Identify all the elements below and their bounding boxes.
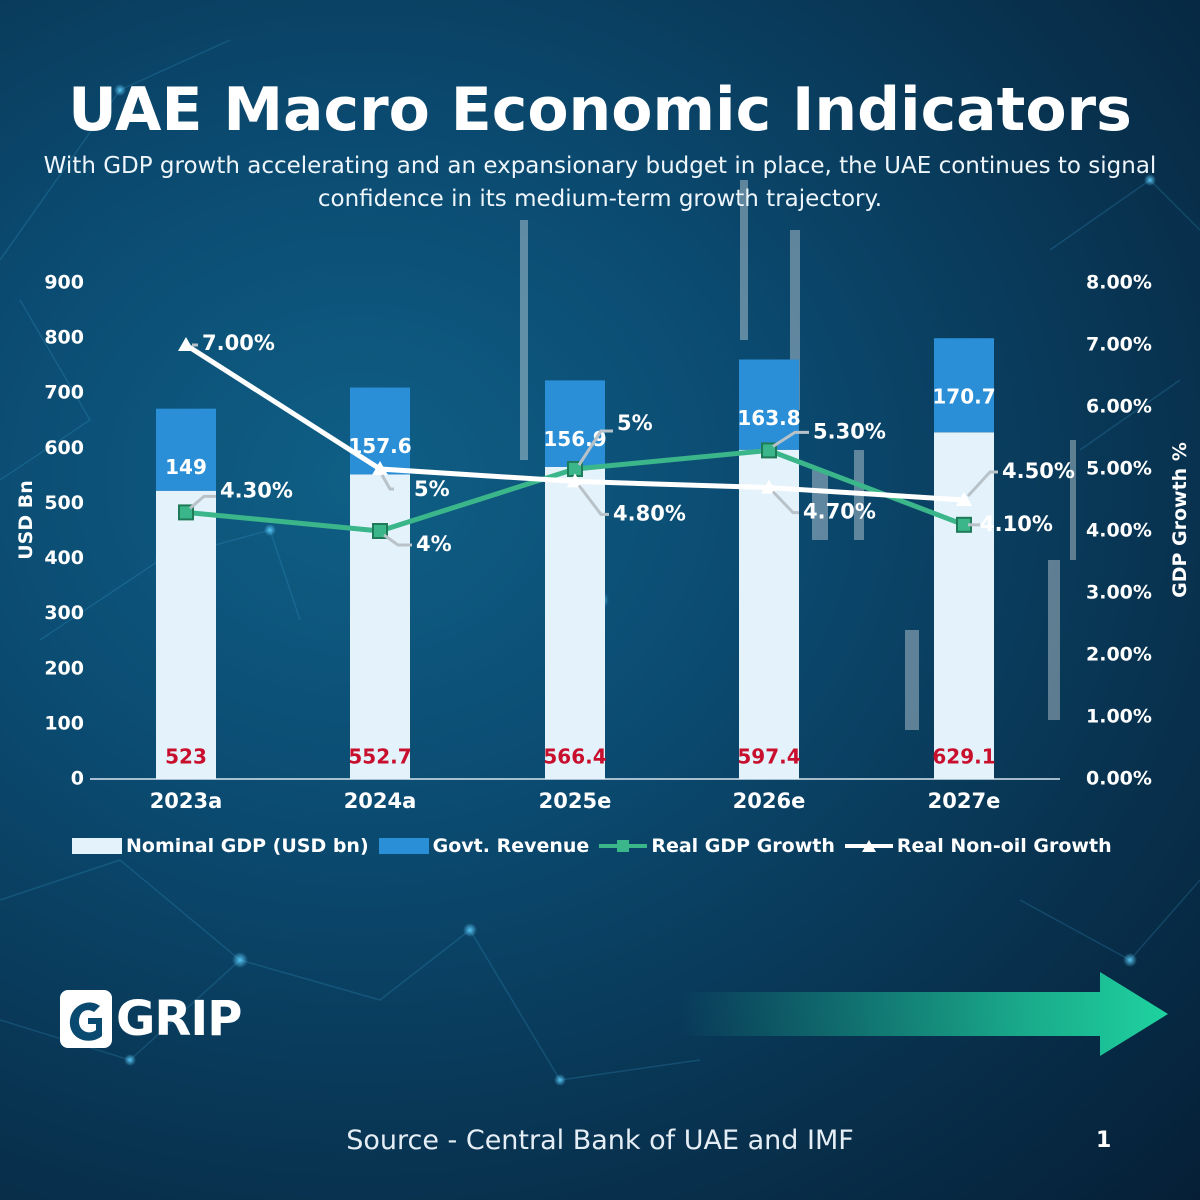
- legend-label-real-nonoil-growth: Real Non-oil Growth: [896, 835, 1112, 857]
- bar-nominal-gdp: [350, 474, 410, 779]
- x-tick-label: 2023a: [150, 789, 223, 813]
- right-tick-label: 4.00%: [1086, 520, 1152, 542]
- nonoil-point: [761, 479, 777, 494]
- left-tick-label: 300: [44, 602, 84, 624]
- nonoil-leader: [966, 470, 998, 498]
- bar-nominal-gdp: [545, 466, 605, 779]
- real-gdp-leader: [772, 430, 809, 448]
- bar-govt-revenue: [350, 387, 410, 475]
- grip-logo-icon: [60, 990, 112, 1048]
- nonoil-leader: [771, 490, 799, 515]
- bar-nominal-gdp: [739, 449, 799, 779]
- nonoil-point: [178, 337, 194, 351]
- growth-lines: 4.30% 4% 5% 5.30% 4.10% 7.00% 5% 4.80% 4.70% 4.50…: [178, 331, 1075, 556]
- bar-label-govt-revenue: 149: [165, 455, 207, 479]
- right-tick-label: 2.00%: [1086, 644, 1152, 666]
- bar-label-nominal-gdp: 523: [165, 745, 207, 769]
- x-axis-ticks: 2023a 2024a 2025e 2026e 2027e: [150, 789, 1001, 813]
- left-tick-label: 700: [44, 382, 84, 404]
- real-gdp-leader: [383, 533, 412, 547]
- real-gdp-data-label: 4%: [416, 532, 452, 556]
- right-tick-label: 8.00%: [1086, 272, 1152, 294]
- nonoil-point: [372, 461, 388, 475]
- right-axis-ticks: 0.00% 1.00% 2.00% 3.00% 4.00% 5.00% 6.00% 7.00%…: [1086, 272, 1152, 790]
- bar-nominal-gdp: [934, 432, 994, 779]
- bar-govt-revenue: [156, 408, 216, 491]
- nonoil-data-label: 4.80%: [613, 501, 686, 525]
- grip-logo-text: GRIP: [116, 991, 242, 1047]
- left-tick-label: 400: [44, 547, 84, 569]
- legend-label-real-gdp-growth: Real GDP Growth: [651, 835, 835, 857]
- real-gdp-leader: [577, 429, 613, 466]
- nonoil-data-label: 4.50%: [1002, 459, 1075, 483]
- legend-label-nominal-gdp: Nominal GDP (USD bn): [126, 835, 369, 857]
- x-tick-label: 2025e: [539, 789, 612, 813]
- bar-label-nominal-gdp: 597.4: [737, 745, 800, 769]
- bar-label-nominal-gdp: 552.7: [348, 745, 411, 769]
- nonoil-data-label: 5%: [414, 477, 450, 501]
- left-tick-label: 500: [44, 492, 84, 514]
- x-tick-label: 2024a: [344, 789, 417, 813]
- real-gdp-data-label: 5.30%: [813, 419, 886, 443]
- left-axis-label: USD Bn: [15, 480, 37, 560]
- bar-govt-revenue: [934, 338, 994, 433]
- grip-logo: GRIP: [60, 990, 242, 1048]
- legend-swatch-nominal-gdp: [72, 838, 122, 854]
- left-tick-label: 900: [44, 272, 84, 294]
- right-tick-label: 1.00%: [1086, 706, 1152, 728]
- page-title: UAE Macro Economic Indicators: [68, 75, 1132, 145]
- real-gdp-data-label: 4.30%: [220, 478, 293, 502]
- nonoil-data-label: 7.00%: [202, 331, 275, 355]
- real-gdp-point: [372, 523, 388, 539]
- bar-label-govt-revenue: 163.8: [737, 406, 800, 430]
- real-gdp-leader: [189, 494, 216, 510]
- legend-item-real-gdp-growth: Real GDP Growth: [599, 835, 835, 857]
- bar-label-govt-revenue: 170.7: [932, 385, 995, 409]
- right-tick-label: 5.00%: [1086, 458, 1152, 480]
- real-gdp-data-label: 4.10%: [980, 512, 1053, 536]
- right-axis-label: GDP Growth %: [1169, 442, 1191, 598]
- nonoil-point: [956, 492, 972, 506]
- page-subtitle: With GDP growth accelerating and an expa…: [43, 153, 1157, 212]
- legend-swatch-real-nonoil-growth: [844, 838, 893, 854]
- right-tick-label: 7.00%: [1086, 334, 1152, 356]
- left-axis-ticks: 0 100 200 300 400 500 600 700 800 900: [44, 272, 84, 790]
- left-tick-label: 200: [44, 657, 84, 679]
- nonoil-data-label: 4.70%: [803, 500, 876, 524]
- bar-nominal-gdp: [156, 490, 216, 779]
- bar-govt-revenue: [545, 380, 605, 467]
- bar-label-nominal-gdp: 629.1: [932, 745, 995, 769]
- left-tick-label: 600: [44, 437, 84, 459]
- bar-label-nominal-gdp: 566.4: [543, 745, 606, 769]
- left-tick-label: 800: [44, 327, 84, 349]
- legend-item-nominal-gdp: Nominal GDP (USD bn): [72, 835, 369, 857]
- right-arrow-icon: [680, 972, 1168, 1056]
- nonoil-point: [567, 473, 583, 488]
- right-tick-label: 6.00%: [1086, 396, 1152, 418]
- chart-legend: Nominal GDP (USD bn) Govt. Revenue Real …: [72, 832, 1122, 860]
- left-tick-label: 100: [44, 712, 84, 734]
- legend-swatch-govt-revenue: [378, 838, 429, 854]
- nonoil-leader: [380, 474, 394, 491]
- right-tick-label: 3.00%: [1086, 582, 1152, 604]
- right-tick-label: 0.00%: [1086, 768, 1152, 790]
- x-tick-label: 2027e: [928, 789, 1001, 813]
- real-gdp-point: [178, 504, 194, 521]
- page-number: 1: [1096, 1128, 1112, 1153]
- x-tick-label: 2026e: [733, 789, 806, 813]
- left-tick-label: 0: [71, 768, 84, 790]
- real-gdp-data-label: 5%: [617, 411, 653, 435]
- legend-item-real-nonoil-growth: Real Non-oil Growth: [844, 835, 1112, 857]
- real-gdp-point: [761, 442, 777, 459]
- source-note: Source - Central Bank of UAE and IMF: [346, 1125, 854, 1156]
- nonoil-leader: [577, 484, 609, 516]
- legend-swatch-real-gdp-growth: [599, 838, 648, 854]
- legend-item-govt-revenue: Govt. Revenue: [378, 835, 590, 857]
- legend-label-govt-revenue: Govt. Revenue: [432, 835, 590, 857]
